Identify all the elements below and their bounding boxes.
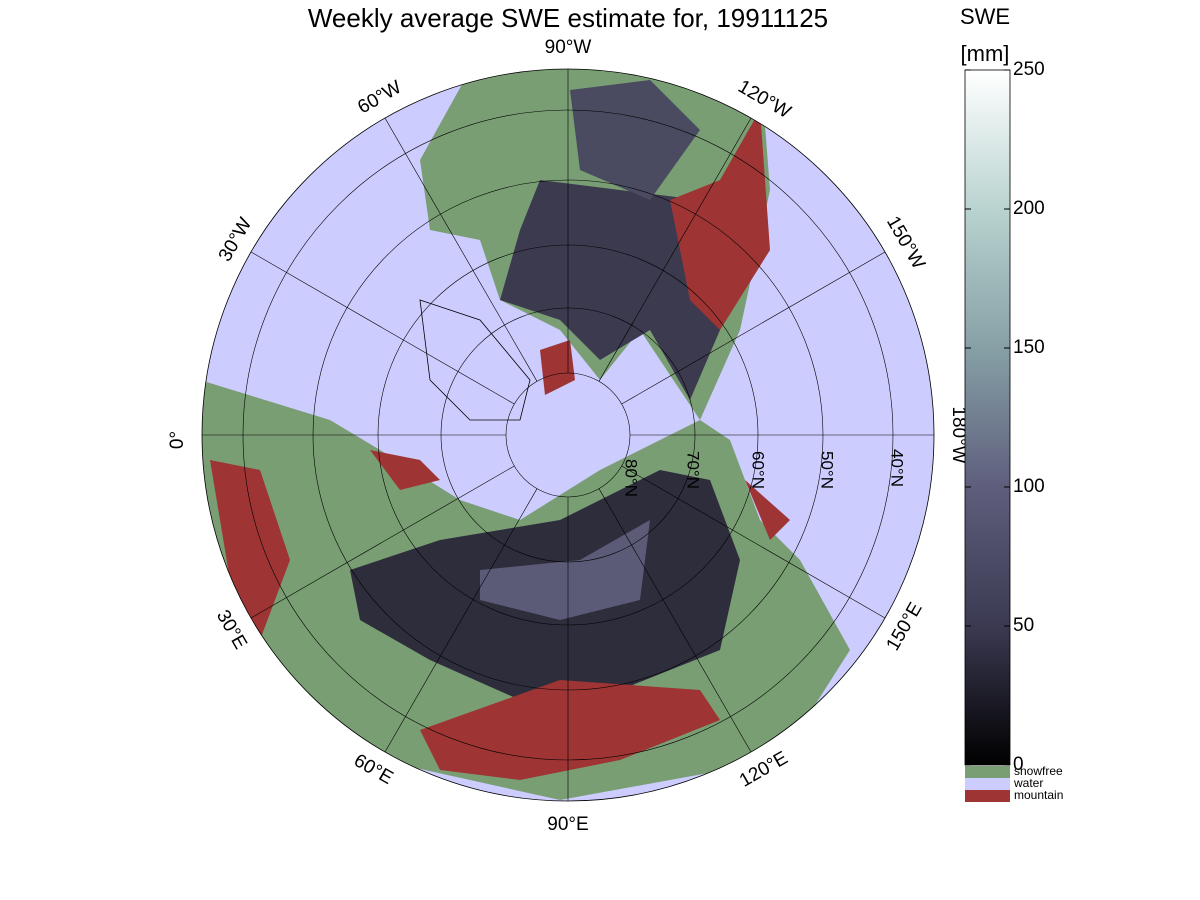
legend-swatch	[965, 790, 1010, 802]
meridian	[384, 117, 538, 382]
title: Weekly average SWE estimate for, 1991112…	[308, 3, 828, 33]
snow-cover	[570, 80, 700, 200]
meridian	[621, 251, 886, 405]
latitude-label: 80°N	[622, 459, 641, 497]
colorbar	[964, 69, 1011, 766]
meridian	[384, 488, 538, 753]
mountain-area	[745, 480, 790, 540]
mountain-area	[370, 450, 440, 490]
longitude-label: 30°E	[212, 607, 251, 653]
legend-swatch	[965, 766, 1010, 778]
graticule	[202, 69, 934, 801]
latitude-label: 60°N	[749, 451, 768, 489]
colorbar-tick-label: 250	[1013, 59, 1045, 80]
meridian	[250, 465, 515, 619]
legend-label: mountain	[1014, 788, 1063, 802]
map	[202, 69, 934, 801]
snow-cover	[500, 180, 720, 400]
colorbar-tick-label: 100	[1013, 476, 1045, 497]
legend-label: snowfree	[1014, 764, 1063, 778]
mountain-area	[210, 460, 290, 640]
map-border	[201, 68, 935, 802]
legend-label: water	[1013, 776, 1043, 790]
colorbar-tick-label: 50	[1013, 615, 1034, 636]
longitude-label: 0°	[167, 431, 188, 449]
latitude-label: 50°N	[818, 451, 837, 489]
latitude-label: 70°N	[684, 451, 703, 489]
coastline	[419, 299, 531, 421]
colorbar-unit: [mm]	[961, 41, 1010, 66]
colorbar-tick-label: 200	[1013, 198, 1045, 219]
colorbar-title: SWE	[960, 4, 1010, 29]
meridian	[621, 465, 886, 619]
colorbar-tick-label: 150	[1013, 337, 1045, 358]
meridian	[250, 251, 515, 405]
latitude-label: 40°N	[888, 449, 907, 487]
mountain-area	[420, 680, 720, 780]
legend-swatch	[965, 778, 1010, 790]
longitude-label: 90°W	[545, 37, 592, 58]
colorbar-axis: 0 50 100 150 200 250	[965, 59, 1045, 775]
longitude-label: 60°E	[350, 750, 396, 789]
snow-cover	[480, 520, 650, 620]
longitude-label: 90°E	[547, 814, 588, 835]
mountain-area	[540, 340, 575, 395]
colorbar-tick-label: 0	[1013, 754, 1024, 775]
meridian	[598, 488, 752, 753]
longitude-label: 180°W	[948, 406, 969, 463]
mountain-area	[670, 110, 770, 330]
meridian	[598, 117, 752, 382]
